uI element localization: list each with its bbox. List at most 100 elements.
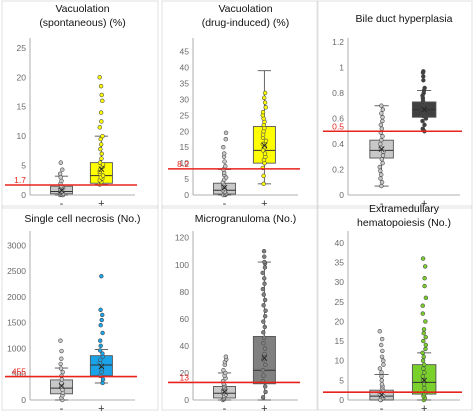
threshold-label: 1.7	[14, 175, 26, 185]
data-point	[421, 331, 426, 336]
y-tick-label: 40	[335, 238, 345, 248]
data-point	[261, 292, 266, 297]
y-tick-label: 15	[17, 102, 27, 112]
y-tick-label: 20	[180, 368, 190, 378]
box-series-positive	[252, 249, 276, 401]
data-point	[261, 95, 267, 100]
mean-marker	[221, 388, 228, 395]
y-tick-label: 120	[175, 233, 189, 243]
data-point	[223, 164, 228, 169]
data-point	[261, 335, 267, 340]
data-point	[379, 172, 384, 177]
data-point	[420, 311, 425, 316]
data-point	[98, 110, 104, 115]
y-tick-label: 0.8	[332, 88, 344, 98]
data-point	[262, 100, 268, 105]
data-point	[262, 254, 267, 259]
data-point	[420, 118, 425, 124]
x-category-label: +	[261, 403, 267, 411]
chart-title: (drug-induced) (%)	[202, 17, 290, 29]
data-point	[420, 374, 426, 379]
x-category-label: -	[223, 198, 227, 210]
panel-border	[1, 0, 159, 209]
data-point	[380, 115, 385, 120]
data-point	[99, 151, 104, 157]
y-tick-label: 0	[339, 395, 344, 405]
y-tick-label: 0.2	[332, 165, 344, 175]
mean-marker	[378, 391, 385, 398]
data-point	[377, 329, 382, 334]
data-point	[379, 180, 385, 185]
data-point	[379, 336, 385, 342]
mean-marker	[378, 146, 385, 153]
data-point	[262, 259, 267, 265]
data-point	[380, 107, 386, 112]
data-point	[422, 85, 427, 91]
data-point	[223, 130, 229, 136]
data-point	[421, 366, 426, 371]
data-point	[262, 313, 268, 319]
data-point	[263, 362, 268, 368]
x-category-label: -	[380, 403, 384, 411]
box-series-negative	[213, 130, 236, 198]
data-point	[380, 118, 385, 124]
data-point	[380, 134, 385, 139]
data-point	[98, 357, 103, 362]
data-point	[422, 122, 427, 128]
data-point	[263, 105, 268, 110]
y-tick-label: 10	[180, 158, 190, 168]
y-tick-label: 40	[180, 63, 190, 73]
y-tick-label: 500	[12, 369, 26, 379]
data-point	[379, 382, 385, 387]
box-series-negative	[213, 354, 236, 403]
data-point	[260, 286, 266, 292]
data-point	[422, 264, 428, 269]
mean-marker	[98, 363, 105, 370]
y-tick-label: 2500	[7, 266, 26, 276]
data-point	[262, 276, 267, 281]
data-point	[422, 283, 427, 289]
panel-border	[316, 0, 473, 209]
chart-panel: Microgranuloma (No.) 0 20 40 60 80 100 120 - +13	[161, 205, 319, 411]
data-point	[261, 340, 266, 346]
x-category-label: +	[98, 403, 104, 411]
data-point	[98, 142, 104, 147]
chart-title: Vacuolation	[218, 3, 272, 15]
data-point	[379, 378, 384, 383]
data-point	[260, 270, 265, 276]
box-series-positive	[411, 256, 437, 403]
data-point	[58, 175, 63, 180]
y-tick-label: 40	[180, 341, 190, 351]
panel-border	[161, 205, 319, 411]
data-point	[260, 148, 266, 153]
chart-title: Bile duct hyperplasia	[356, 13, 453, 25]
data-point	[421, 327, 427, 332]
data-point	[377, 366, 383, 371]
threshold-label: 13	[180, 372, 190, 382]
data-point	[98, 307, 103, 312]
data-point	[98, 343, 103, 349]
box-series-positive	[89, 75, 113, 187]
data-point	[380, 348, 385, 354]
x-category-label: +	[98, 198, 104, 210]
y-tick-label: 15	[180, 142, 190, 152]
data-point	[223, 137, 228, 142]
y-tick-label: 10	[335, 356, 345, 366]
data-point	[421, 74, 426, 79]
box-series-positive	[89, 274, 113, 386]
y-tick-label: 1.2	[332, 37, 344, 47]
x-category-label: +	[421, 198, 427, 210]
chart-title: Extramedullary	[369, 203, 440, 215]
data-point	[379, 374, 384, 379]
data-point	[379, 157, 385, 162]
data-point	[260, 109, 266, 115]
data-point	[261, 181, 266, 187]
y-tick-label: 1500	[7, 318, 26, 328]
box-series-positive	[411, 69, 437, 134]
data-point	[260, 395, 266, 400]
box-series-negative	[369, 329, 394, 403]
y-tick-label: 0	[339, 190, 344, 200]
data-point	[58, 366, 64, 371]
data-point	[260, 368, 266, 373]
